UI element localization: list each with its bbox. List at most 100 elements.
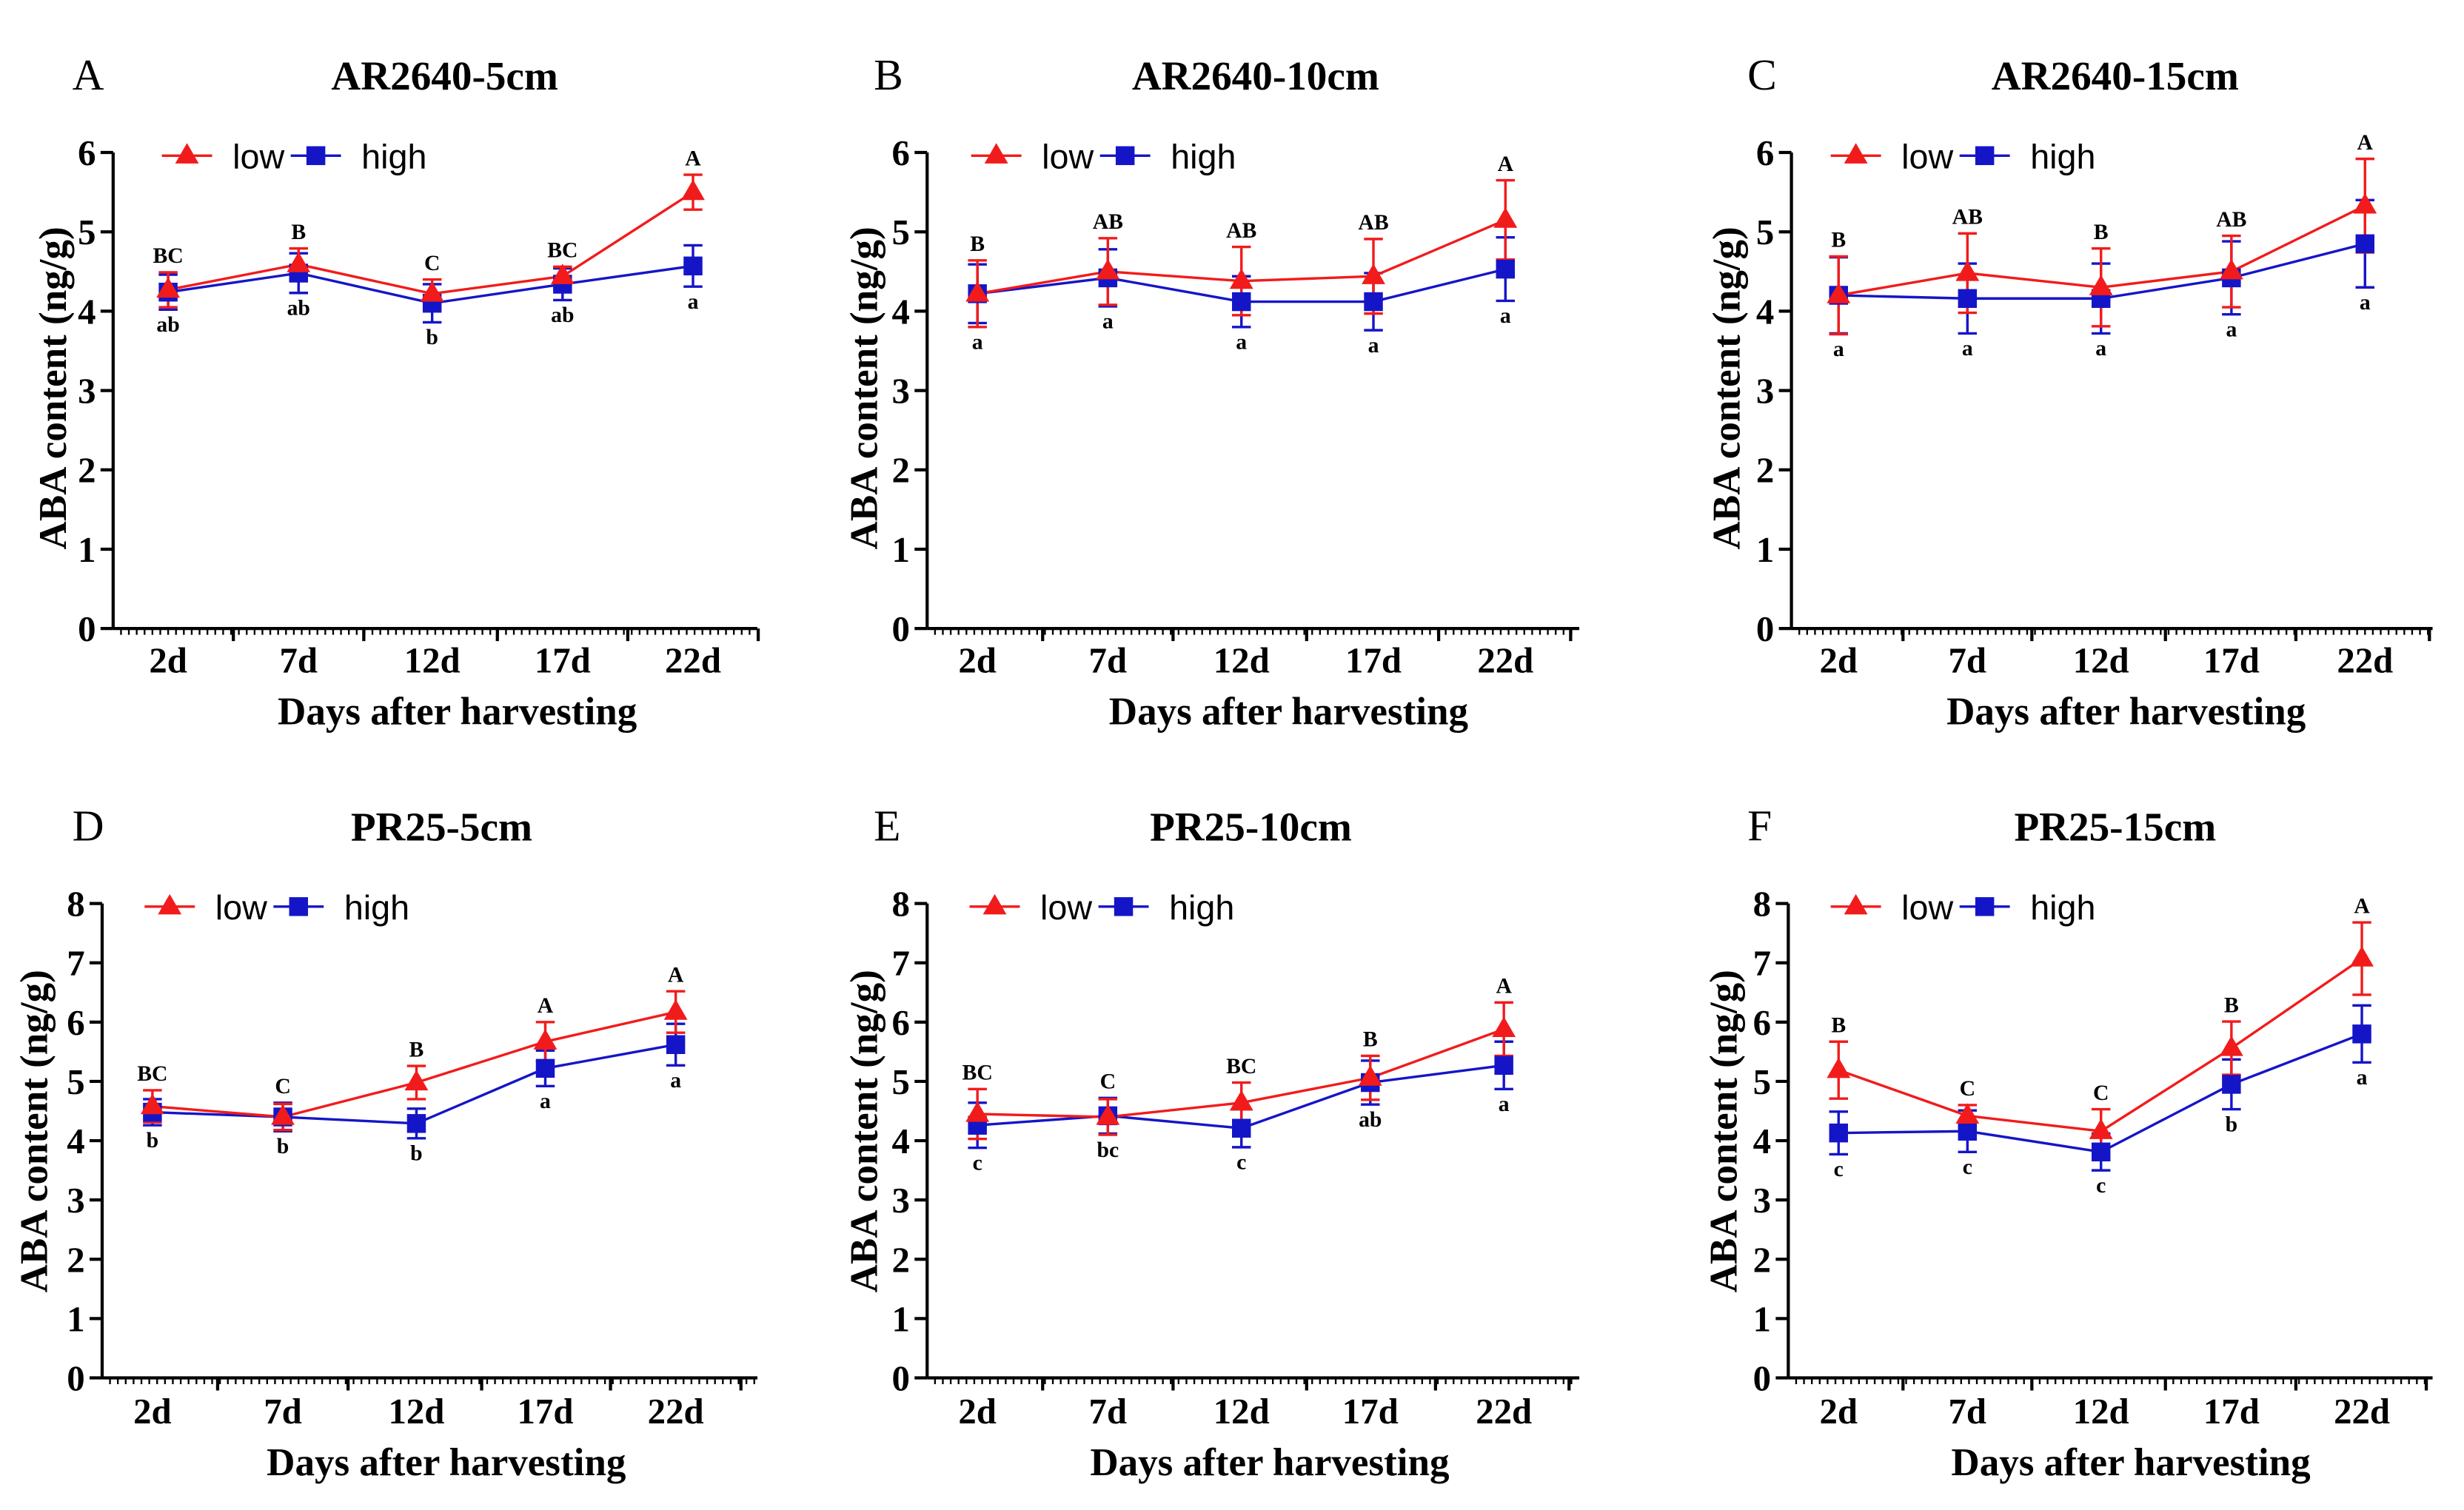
y-tick-label: 3 — [891, 372, 909, 412]
low-series-line — [1838, 957, 2363, 1132]
y-tick-label: 0 — [78, 609, 96, 649]
high-data-point — [2222, 1075, 2241, 1094]
low-data-point — [1229, 1090, 1253, 1111]
significance-letter-low: A — [2354, 894, 2370, 918]
legend: low high — [1830, 888, 2095, 927]
y-tick-label: 6 — [891, 133, 909, 173]
panel-letter: E — [874, 802, 900, 850]
legend-high-marker — [1114, 897, 1134, 916]
x-tick-label: 2d — [149, 641, 187, 681]
legend-low-label: low — [1042, 137, 1094, 175]
x-tick-label: 17d — [518, 1392, 574, 1432]
high-data-point — [535, 1058, 555, 1078]
y-tick-label: 6 — [67, 1003, 84, 1043]
x-tick-label: 17d — [2203, 641, 2260, 681]
significance-letter-low: A — [685, 147, 701, 170]
significance-letter-low: C — [1100, 1070, 1116, 1094]
significance-letter-low: A — [2357, 131, 2374, 155]
x-tick-label: 2d — [133, 1392, 172, 1432]
x-tick-label: 22d — [2334, 1392, 2390, 1432]
significance-letter-high: c — [1963, 1155, 1972, 1179]
low-data-point — [1096, 258, 1120, 280]
low-data-point — [420, 281, 444, 302]
significance-letter-low: AB — [1093, 210, 1123, 234]
chart-panel-a: A AR2640-5cm 2d 7d 12d 17d 22d 0 1 2 3 4 5 6 Days afte… — [32, 50, 760, 734]
significance-letter-high: a — [1102, 310, 1114, 334]
low-series-line — [152, 1010, 677, 1118]
significance-letter-high: a — [1236, 331, 1247, 355]
significance-letter-high: a — [688, 290, 699, 314]
significance-letter-low: A — [1496, 975, 1512, 999]
significance-letter-low: B — [409, 1038, 424, 1061]
y-tick-label: 2 — [891, 1240, 909, 1280]
y-tick-label: 6 — [78, 133, 96, 173]
y-tick-label: 2 — [1756, 451, 1774, 491]
significance-letter-high: bc — [1097, 1138, 1119, 1162]
y-tick-label: 1 — [891, 1299, 909, 1339]
x-axis-minor-ticks — [1795, 1378, 2426, 1385]
y-tick-label: 3 — [891, 1181, 909, 1221]
x-tick-label: 7d — [264, 1392, 302, 1432]
high-data-point — [666, 1035, 686, 1054]
significance-letter-low: B — [1363, 1028, 1378, 1052]
legend-low-marker — [982, 893, 1007, 915]
legend: low high — [971, 137, 1236, 175]
chart-panel-f: F PR25-15cm 2d 7d 12d 17d 22d 0 1 2 3 4 5 6 7 8 Days aft… — [1702, 802, 2433, 1484]
low-data-point — [533, 1029, 558, 1050]
legend: low high — [161, 137, 426, 175]
low-data-point — [1955, 260, 1980, 281]
low-data-point — [271, 1104, 295, 1125]
high-data-point — [1232, 1118, 1251, 1138]
y-tick-label: 4 — [891, 292, 909, 332]
significance-letter-low: B — [970, 232, 985, 256]
x-axis-title: Days after harvesting — [278, 691, 637, 734]
low-data-point — [2350, 946, 2374, 967]
y-tick-label: 8 — [1753, 885, 1771, 925]
chart-panel-d: D PR25-5cm 2d 7d 12d 17d 22d 0 1 2 3 4 5 6 7 8 Days afte… — [13, 802, 758, 1484]
legend: low high — [1830, 137, 2095, 175]
x-axis-minor-ticks — [120, 628, 751, 635]
y-tick-label: 4 — [1753, 1121, 1771, 1161]
y-axis-title: ABA content (ng/g) — [843, 226, 886, 549]
low-data-point — [1358, 1065, 1382, 1086]
legend-high-marker — [306, 146, 326, 166]
significance-letter-high: ab — [287, 296, 310, 320]
y-tick-label: 5 — [78, 212, 96, 252]
significance-letter-high: ab — [1359, 1108, 1382, 1132]
chart-panel-b: B AR2640-10cm 2d 7d 12d 17d 22d 0 1 2 3 4 5 6 Days aft… — [843, 50, 1580, 734]
significance-letter-high: a — [1368, 334, 1379, 358]
legend: low high — [969, 888, 1234, 927]
significance-letter-low: AB — [1358, 211, 1388, 235]
x-tick-label: 22d — [1476, 1392, 1532, 1432]
x-tick-label: 17d — [1345, 641, 1402, 681]
y-tick-label: 4 — [1756, 292, 1774, 332]
low-data-point — [1229, 268, 1253, 289]
y-tick-label: 6 — [1756, 133, 1774, 173]
panel-letter: B — [874, 50, 903, 99]
chart-title: PR25-10cm — [1150, 805, 1352, 850]
significance-letter-high: ab — [551, 303, 574, 327]
x-tick-label: 2d — [958, 641, 997, 681]
low-data-point — [1955, 1103, 1980, 1124]
significance-letter-high: b — [426, 326, 438, 349]
y-tick-label: 5 — [891, 1062, 909, 1102]
significance-letter-low: A — [668, 963, 684, 987]
y-tick-label: 5 — [67, 1062, 84, 1102]
legend-high-label: high — [2030, 888, 2095, 927]
low-data-point — [2219, 1036, 2243, 1056]
y-tick-label: 0 — [67, 1359, 84, 1399]
legend-high-label: high — [2030, 137, 2095, 175]
low-data-point — [404, 1070, 429, 1091]
low-data-point — [1827, 282, 1851, 303]
low-data-point — [965, 281, 990, 302]
low-data-point — [2219, 258, 2243, 280]
low-data-point — [681, 179, 705, 201]
y-axis-title: ABA content (ng/g) — [1702, 970, 1745, 1292]
y-axis-title: ABA content (ng/g) — [1706, 226, 1749, 549]
high-data-point — [1232, 292, 1251, 312]
x-axis-minor-ticks — [1798, 628, 2429, 635]
significance-letter-high: a — [2360, 291, 2371, 315]
significance-letter-low: C — [275, 1075, 290, 1098]
chart-title: AR2640-5cm — [331, 53, 558, 98]
legend-high-label: high — [361, 137, 426, 175]
